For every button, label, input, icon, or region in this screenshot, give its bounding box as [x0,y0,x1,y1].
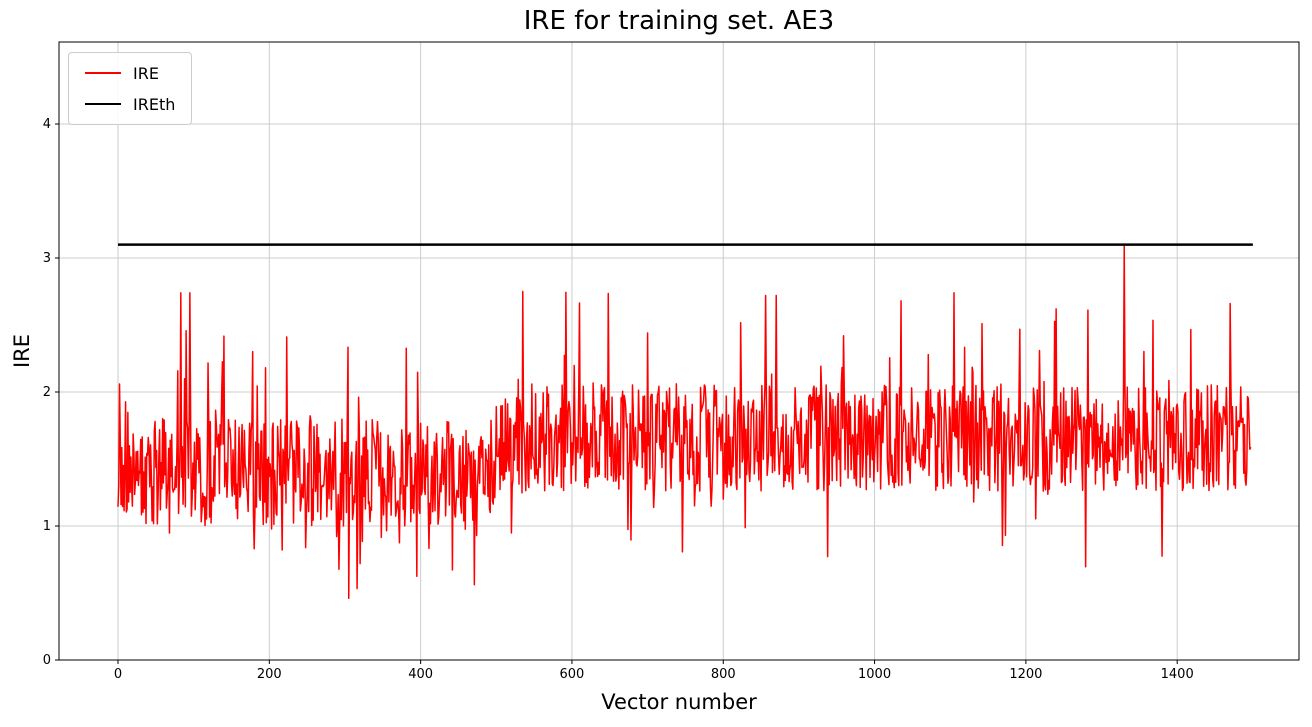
x-tick-label: 1000 [858,667,892,682]
x-tick-label: 800 [710,667,736,682]
legend-label-ireth: IREth [133,94,176,114]
legend-entry: IRE [85,62,175,84]
x-axis-label: Vector number [601,690,757,714]
legend: IRE IREth [68,52,193,125]
legend-label-ire: IRE [133,63,159,83]
y-tick-label: 3 [42,251,51,266]
x-tick-label: 400 [408,667,434,682]
legend-entry: IREth [85,93,175,115]
legend-line-sample-ireth [85,103,121,105]
legend-line-sample-ire [85,72,121,74]
y-tick-label: 4 [42,117,51,132]
chart-title: IRE for training set. AE3 [523,6,835,36]
x-tick-label: 200 [256,667,282,682]
y-axis-label: IRE [10,333,34,369]
y-tick-label: 2 [42,385,51,400]
x-tick-label: 600 [559,667,585,682]
y-tick-label: 1 [42,519,51,534]
series-ire-line [117,245,1252,600]
axes-frame [58,41,1300,661]
x-tick-label: 0 [113,667,123,682]
x-tick-label: 1200 [1009,667,1043,682]
x-tick-label: 1400 [1160,667,1194,682]
y-tick-label: 0 [42,653,51,668]
